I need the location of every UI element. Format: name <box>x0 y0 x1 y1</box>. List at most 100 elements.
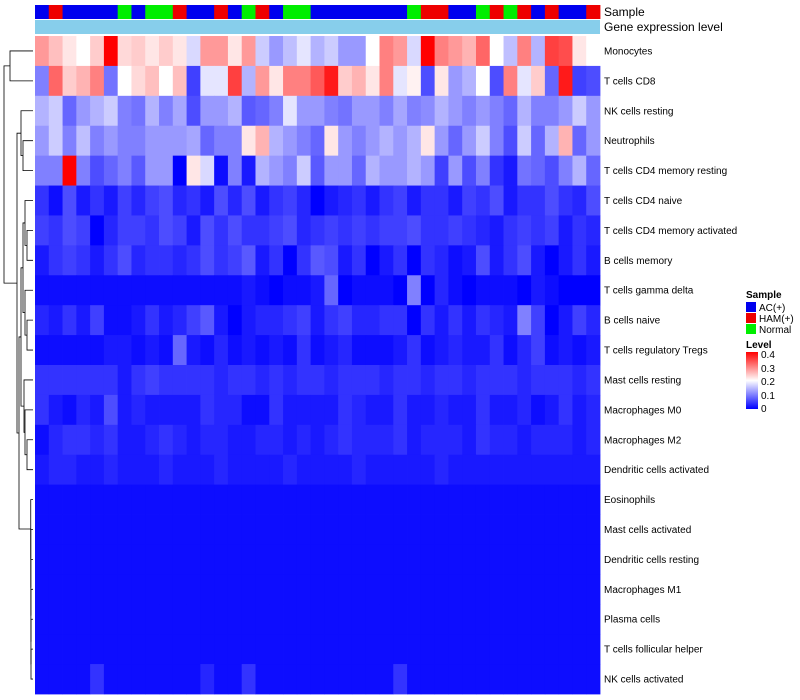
heatmap-cell <box>186 215 201 246</box>
heatmap-cell <box>48 305 63 336</box>
heatmap-cell <box>489 155 504 186</box>
heatmap-cell <box>255 245 270 276</box>
heatmap-cell <box>544 544 560 575</box>
heatmap-cell <box>420 454 436 486</box>
heatmap-cell <box>227 634 243 665</box>
heatmap-cell <box>489 424 504 456</box>
sample-annotation-cell <box>475 5 491 19</box>
sample-annotation-cell <box>35 5 50 19</box>
heatmap-cell <box>35 215 50 246</box>
heatmap-cell <box>283 245 298 276</box>
heatmap-cell <box>338 664 353 695</box>
heatmap-cell <box>76 185 91 216</box>
heatmap-cell <box>351 305 367 336</box>
heatmap-cell <box>103 95 119 127</box>
heatmap-cell <box>186 275 201 306</box>
row-label: T cells CD8 <box>604 76 656 87</box>
heatmap-cell <box>172 574 187 605</box>
heatmap-cell <box>572 125 587 157</box>
heatmap-cell <box>283 335 298 366</box>
heatmap-cell <box>393 215 408 246</box>
heatmap-cell <box>90 65 105 97</box>
heatmap-cell <box>393 245 408 276</box>
heatmap-cell <box>90 335 105 366</box>
heatmap-cell <box>269 185 284 216</box>
heatmap-cell <box>489 544 504 575</box>
heatmap-cell <box>159 484 174 515</box>
heatmap-cell <box>131 125 146 157</box>
heatmap-cell <box>475 125 491 157</box>
heatmap-cell <box>558 574 573 605</box>
heatmap-cell <box>145 574 160 605</box>
heatmap-cell <box>35 484 50 515</box>
heatmap-cell <box>572 634 587 665</box>
row-label: Macrophages M0 <box>604 405 682 416</box>
heatmap-cell <box>393 36 408 67</box>
heatmap-cell <box>544 424 560 456</box>
heatmap-cell <box>544 65 560 97</box>
heatmap-cell <box>145 65 160 97</box>
heatmap-cell <box>269 394 284 426</box>
heatmap-cell <box>462 365 477 396</box>
heatmap-cell <box>420 125 436 157</box>
heatmap-cell <box>572 664 587 695</box>
heatmap-cell <box>62 215 77 246</box>
heatmap-cell <box>324 574 339 605</box>
heatmap-cell <box>35 155 50 186</box>
heatmap-cell <box>186 424 201 456</box>
heatmap-cell <box>145 394 160 426</box>
heatmap-cell <box>365 365 380 396</box>
heatmap-cell <box>269 125 284 157</box>
heatmap-cell <box>283 574 298 605</box>
heatmap-cell <box>296 365 312 396</box>
heatmap-cell <box>145 215 160 246</box>
heatmap-cell <box>283 544 298 575</box>
heatmap-cell <box>544 574 560 605</box>
heatmap-cell <box>269 634 284 665</box>
heatmap-cell <box>420 365 436 396</box>
row-label: T cells gamma delta <box>604 286 694 297</box>
heatmap-cell <box>558 215 573 246</box>
heatmap-cell <box>241 484 256 515</box>
heatmap-cell <box>517 664 532 695</box>
heatmap-cell <box>296 664 312 695</box>
row-label: T cells follicular helper <box>604 645 703 656</box>
heatmap-cell <box>544 155 560 186</box>
heatmap-cell <box>407 275 422 306</box>
heatmap-cell <box>283 125 298 157</box>
heatmap-cell <box>214 574 229 605</box>
heatmap-cell <box>48 424 63 456</box>
heatmap-cell <box>558 544 573 575</box>
heatmap-cell <box>338 305 353 336</box>
heatmap-cell <box>379 454 394 486</box>
heatmap-cell <box>338 155 353 186</box>
heatmap-cell <box>255 275 270 306</box>
heatmap-cell <box>214 365 229 396</box>
heatmap-cell <box>296 125 312 157</box>
heatmap-cell <box>159 394 174 426</box>
heatmap-cell <box>283 275 298 306</box>
heatmap-cell <box>434 245 449 276</box>
heatmap-cell <box>103 155 119 186</box>
sample-annotation-cell <box>76 5 91 19</box>
heatmap-cell <box>255 65 270 97</box>
heatmap-cell <box>186 185 201 216</box>
heatmap-cell <box>572 574 587 605</box>
heatmap-cell <box>393 394 408 426</box>
heatmap-cell <box>200 604 215 635</box>
heatmap-cell <box>48 454 63 486</box>
heatmap-cell <box>407 95 422 127</box>
heatmap-cell <box>172 155 187 186</box>
heatmap-cell <box>531 155 546 186</box>
heatmap-cell <box>503 36 518 67</box>
heatmap-cell <box>241 215 256 246</box>
heatmap-cell <box>434 634 449 665</box>
heatmap-cell <box>586 275 601 306</box>
heatmap-cell <box>338 215 353 246</box>
heatmap-cell <box>103 215 119 246</box>
heatmap-cell <box>434 335 449 366</box>
heatmap-cell <box>503 544 518 575</box>
heatmap-cell <box>420 36 436 67</box>
heatmap-cell <box>407 36 422 67</box>
heatmap-cell <box>572 484 587 515</box>
